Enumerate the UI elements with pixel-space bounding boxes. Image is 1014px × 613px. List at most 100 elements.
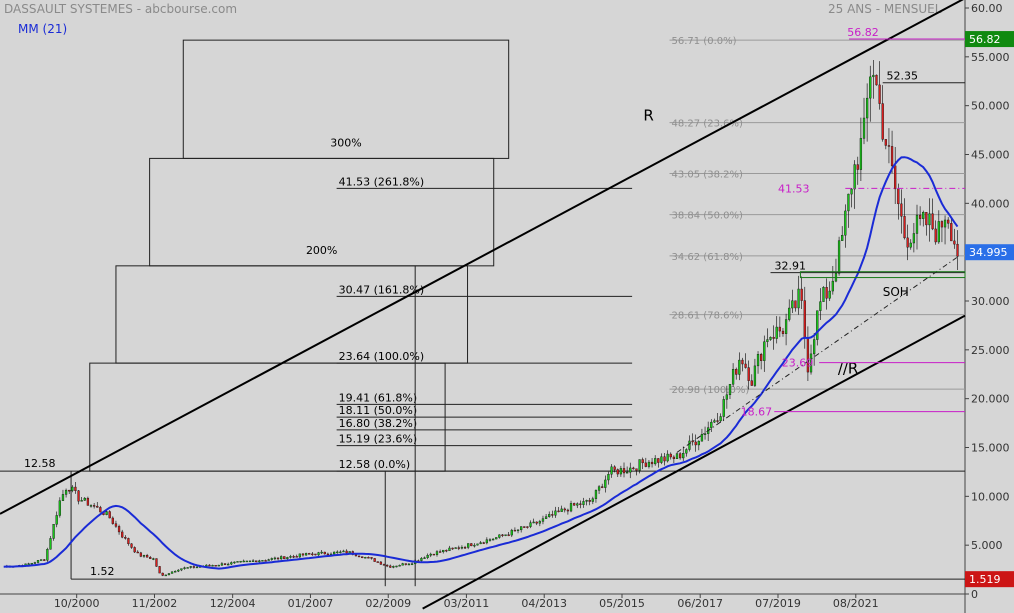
candle-body [906, 237, 909, 248]
candle-body [248, 560, 252, 563]
candle-body [629, 467, 632, 473]
candle-body [488, 539, 492, 541]
time-tick-label: 10/2000 [54, 597, 100, 610]
candle-body [869, 76, 872, 99]
price-tick-label: 20.000 [971, 393, 1010, 406]
price-tick-label: 5.000 [971, 539, 1003, 552]
price-tick-label: 15.000 [971, 442, 1010, 455]
magenta-2369-label: 23.69 [782, 357, 814, 370]
candle-body [192, 566, 196, 568]
source-text: - abcbourse.com [136, 2, 238, 16]
candle-body [445, 549, 448, 552]
candle-body [220, 563, 224, 566]
candle-body [463, 546, 467, 549]
candle-body [809, 353, 813, 373]
candle-body [121, 531, 124, 538]
candle-body [482, 542, 485, 544]
candle-body [189, 566, 192, 568]
candle-body [454, 547, 457, 549]
candle-body [591, 498, 594, 502]
candle-body [36, 560, 40, 563]
candle-body [230, 562, 233, 565]
candle-body [900, 203, 903, 217]
candle-body [551, 514, 554, 516]
candle-body [831, 280, 834, 292]
candle-body [186, 567, 189, 569]
candle-body [336, 551, 339, 554]
candle-body [797, 288, 800, 309]
candle-body [208, 564, 211, 567]
candle-body [672, 456, 676, 460]
candle-body [426, 554, 429, 558]
candle-body [953, 240, 956, 245]
candle-body [713, 420, 716, 423]
candle-body [479, 542, 482, 545]
candle-body [429, 553, 432, 556]
price-tick-label: 0 [971, 588, 978, 601]
level-52-label: 52.35 [886, 70, 918, 83]
candle-body [800, 288, 803, 301]
candle-body [74, 486, 77, 491]
candle-body [813, 339, 816, 355]
candle-body [716, 420, 719, 422]
candle-body [601, 486, 604, 488]
candle-body [582, 501, 585, 505]
candle-body [364, 557, 367, 559]
extension-box-label: 300% [330, 137, 361, 150]
candle-body [750, 380, 753, 386]
candle-body [669, 453, 672, 458]
candle-body [825, 287, 828, 299]
candle-body [108, 511, 111, 519]
time-tick-label: 12/2004 [210, 597, 256, 610]
time-tick-label: 02/2009 [365, 597, 411, 610]
candle-body [105, 511, 108, 515]
candle-body [255, 560, 258, 563]
level-1258-label: 12.58 [24, 457, 56, 470]
candle-body [77, 490, 80, 502]
candle-body [529, 522, 532, 527]
candle-body [323, 551, 326, 555]
time-tick-label: 07/2019 [755, 597, 801, 610]
candle-body [569, 503, 573, 512]
candle-body [270, 558, 273, 560]
parallel-label: //R [838, 359, 859, 377]
candle-body [264, 560, 267, 562]
candle-body [816, 310, 819, 340]
candle-body [183, 567, 186, 569]
magenta-1867-label: 18.67 [741, 406, 773, 419]
candle-body [862, 117, 866, 139]
candle-body [523, 526, 526, 528]
candle-body [622, 468, 626, 474]
candle-body [738, 359, 741, 375]
candle-body [136, 551, 139, 554]
candle-body [878, 84, 881, 104]
candle-body [111, 517, 114, 524]
time-tick-label: 05/2015 [599, 597, 645, 610]
candle-body [931, 213, 934, 230]
candle-body [576, 503, 579, 506]
candle-body [922, 212, 925, 219]
candle-body [650, 461, 654, 465]
candle-body [342, 550, 345, 553]
candle-body [354, 554, 358, 557]
candle-body [607, 473, 610, 481]
candle-body [956, 243, 959, 257]
candle-body [174, 571, 177, 573]
candle-body [392, 566, 395, 568]
candle-body [894, 165, 897, 190]
candle-body [43, 559, 46, 561]
candle-body [130, 543, 133, 548]
resistance-trendline [0, 0, 964, 515]
candle-body [685, 449, 688, 454]
price-tick-label: 60.00 [971, 2, 1003, 15]
peak-label: 56.82 [847, 26, 879, 39]
candle-body [850, 188, 853, 195]
candle-body [887, 145, 891, 147]
candle-body [594, 490, 598, 499]
candle-body [211, 565, 214, 567]
time-tick-label: 11/2002 [132, 597, 178, 610]
candle-body [114, 523, 118, 527]
candle-body [719, 416, 722, 422]
fibonacci-label: 30.47 (161.8%) [339, 283, 425, 296]
candle-body [925, 212, 928, 226]
